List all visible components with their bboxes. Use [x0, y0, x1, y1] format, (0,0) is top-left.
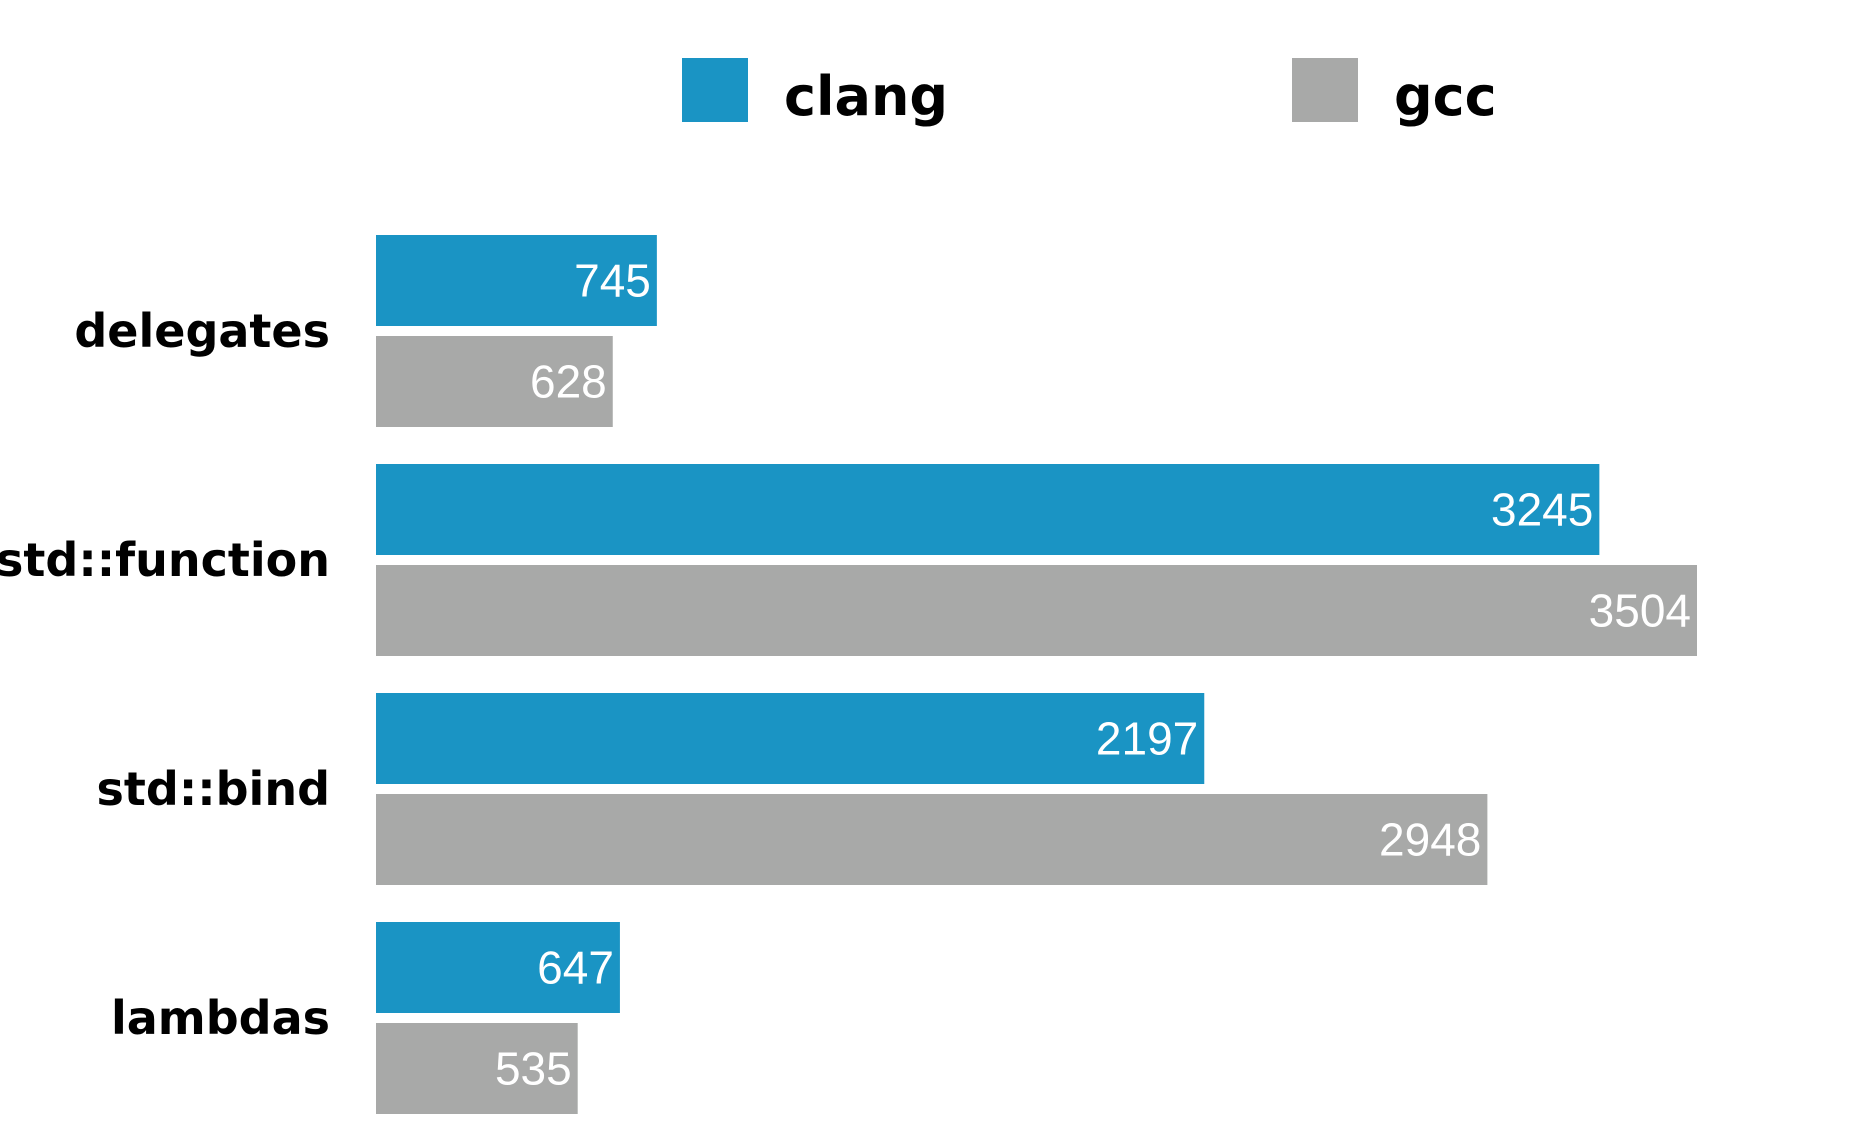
- bar-gcc-lambdas: [376, 1023, 578, 1114]
- legend-label-gcc: gcc: [1394, 65, 1497, 128]
- bar-clang-std-function: [376, 464, 1600, 555]
- legend: clang gcc: [682, 58, 1497, 128]
- value-label-clang-delegates: 745: [574, 255, 651, 307]
- bar-gcc-delegates: [376, 336, 613, 427]
- value-label-gcc-std-function: 3504: [1589, 585, 1691, 637]
- category-label-delegates: delegates: [74, 304, 330, 358]
- category-label-std-function: std::function: [0, 533, 330, 587]
- category-label-lambdas: lambdas: [111, 991, 330, 1045]
- bar-clang-delegates: [376, 235, 657, 326]
- value-label-clang-std-bind: 2197: [1096, 713, 1198, 765]
- value-label-clang-std-function: 3245: [1491, 484, 1593, 536]
- bar-gcc-std-function: [376, 565, 1697, 656]
- bar-clang-lambdas: [376, 922, 620, 1013]
- value-label-clang-lambdas: 647: [537, 942, 614, 994]
- bars: 745 628 3245 3504 2197 2948 647 535: [376, 235, 1697, 1114]
- legend-swatch-gcc: [1292, 58, 1358, 122]
- value-label-gcc-delegates: 628: [530, 356, 607, 408]
- bar-clang-std-bind: [376, 693, 1205, 784]
- bar-gcc-std-bind: [376, 794, 1488, 885]
- legend-label-clang: clang: [784, 65, 948, 128]
- value-label-gcc-std-bind: 2948: [1379, 814, 1481, 866]
- legend-swatch-clang: [682, 58, 748, 122]
- value-label-gcc-lambdas: 535: [495, 1043, 572, 1095]
- category-label-std-bind: std::bind: [97, 762, 330, 816]
